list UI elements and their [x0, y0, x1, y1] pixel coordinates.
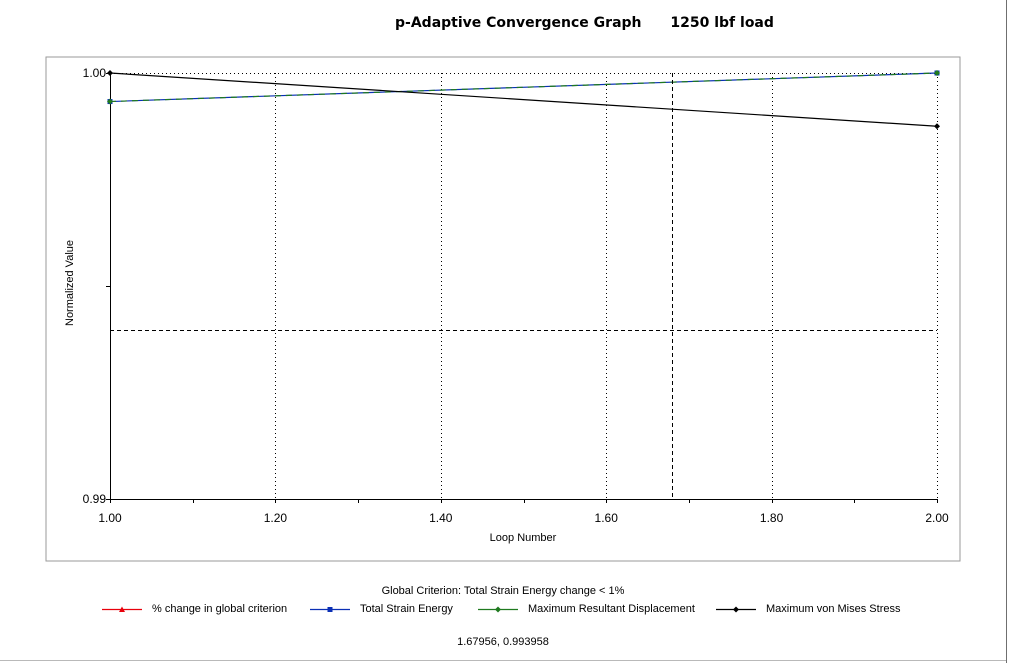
- legend-item: Maximum Resultant Displacement: [476, 603, 695, 615]
- chart-title: p-Adaptive Convergence Graph: [395, 15, 642, 31]
- series-point-3: [107, 70, 113, 76]
- series-layer: [107, 70, 940, 130]
- series-line-3: [109, 72, 938, 127]
- legend-label: Maximum von Mises Stress: [766, 603, 901, 615]
- window-right-edge: [1006, 0, 1007, 663]
- axes-layer: 1.00 1.20 1.40 1.60 1.80 2.00 0.99 1.00: [83, 66, 949, 525]
- y-axis-label: Normalized Value: [64, 240, 76, 326]
- series-point-2: [107, 98, 113, 105]
- legend-label: % change in global criterion: [152, 603, 288, 615]
- legend-swatch: [716, 606, 756, 613]
- coordinate-readout: 1.67956, 0.993958: [457, 636, 549, 648]
- legend-swatch: [310, 607, 350, 612]
- legend-label: Maximum Resultant Displacement: [528, 603, 695, 615]
- y-tick-label: 0.99: [83, 492, 107, 506]
- legend-item: Total Strain Energy: [308, 603, 453, 615]
- crosshair-layer: [110, 73, 937, 499]
- window-bottom-edge: [0, 660, 1006, 661]
- series-point-3: [934, 123, 940, 130]
- chart-subtitle: 1250 lbf load: [670, 15, 774, 31]
- legend-swatch-marker: [119, 606, 125, 612]
- x-tick-label: 1.00: [98, 511, 122, 525]
- legend-swatch-marker: [327, 607, 333, 612]
- x-tick-label: 2.00: [925, 511, 949, 525]
- legend-item: % change in global criterion: [100, 603, 287, 615]
- chart-title-row: p-Adaptive Convergence Graph 1250 lbf lo…: [395, 15, 774, 31]
- legend-swatch-marker: [495, 606, 501, 613]
- x-tick-label: 1.20: [264, 511, 288, 525]
- plot-frame: [45, 56, 961, 562]
- x-axis-label: Loop Number: [490, 532, 557, 544]
- legend-swatch-marker: [733, 606, 739, 613]
- legend-label: Total Strain Energy: [360, 603, 453, 615]
- x-tick-label: 1.80: [760, 511, 784, 525]
- x-tick-label: 1.60: [595, 511, 619, 525]
- legend-item: Maximum von Mises Stress: [714, 603, 900, 615]
- x-tick-label: 1.40: [429, 511, 453, 525]
- series-point-2: [934, 70, 940, 76]
- legend-swatch: [478, 606, 518, 613]
- series-line-2: [109, 72, 938, 103]
- convergence-chart[interactable]: 1.00 1.20 1.40 1.60 1.80 2.00 0.99 1.00 Loop Nu…: [0, 0, 1006, 580]
- y-tick-label: 1.00: [83, 66, 107, 80]
- legend-swatch: [102, 606, 142, 612]
- legend-caption: Global Criterion: Total Strain Energy ch…: [381, 585, 625, 597]
